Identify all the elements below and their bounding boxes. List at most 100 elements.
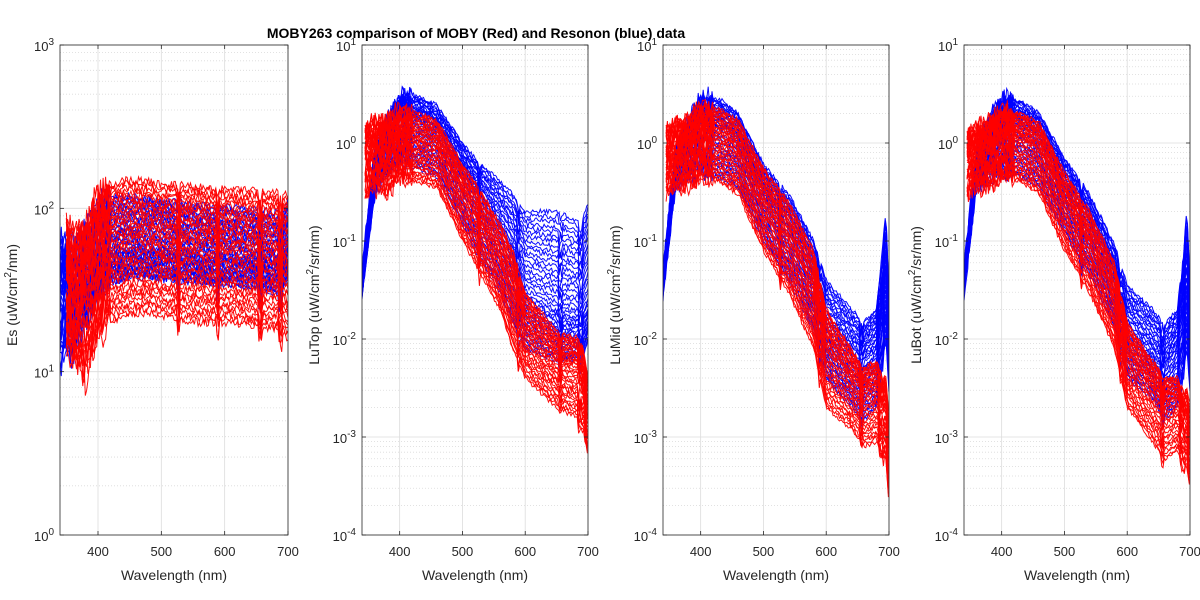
x-tick-label: 600	[815, 544, 837, 559]
moby-series-line	[966, 103, 1190, 405]
y-tick-exponent: 3	[48, 37, 54, 48]
moby-series-line	[966, 145, 1190, 462]
panel-lutop: 400 500 600 70010-410-310-210-1100101Wavele…	[305, 37, 599, 583]
y-tick-exponent: 1	[952, 37, 958, 48]
y-axis-label: LuMid (uW/cm2/sr/nm)	[606, 225, 623, 364]
y-tick-label: 10-1	[333, 233, 357, 250]
moby-series-line	[65, 181, 288, 253]
resonon-series-line	[60, 188, 288, 261]
y-tick-exponent: 0	[952, 135, 958, 146]
resonon-series-line	[964, 91, 1190, 339]
y-tick-base: 10	[634, 431, 648, 446]
y-tick-base: 10	[34, 39, 48, 54]
axes-box	[59, 44, 289, 536]
moby-series-line	[966, 134, 1190, 446]
x-tick-label: 400	[690, 544, 712, 559]
axes-box	[662, 44, 890, 536]
moby-series-line	[966, 142, 1190, 456]
x-axis-label: Wavelength (nm)	[723, 567, 829, 583]
x-tick-label: 700	[277, 544, 299, 559]
y-tick-label: 10-2	[634, 331, 658, 348]
figure-title: MOBY263 comparison of MOBY (Red) and Res…	[267, 25, 685, 41]
y-tick-exponent: -3	[949, 429, 958, 440]
y-tick-label: 10-4	[333, 527, 357, 544]
y-axis-label: Es (uW/cm2/nm)	[3, 244, 20, 346]
moby-series-line	[665, 161, 889, 484]
y-tick-base: 10	[333, 235, 347, 250]
moby-series-line	[65, 174, 288, 239]
y-tick-label: 101	[336, 37, 356, 54]
x-tick-label: 500	[1054, 544, 1076, 559]
moby-series-line	[966, 163, 1190, 475]
resonon-series-line	[362, 85, 588, 277]
moby-series-line	[966, 107, 1190, 412]
y-tick-base: 10	[938, 137, 952, 152]
y-tick-exponent: -4	[949, 527, 958, 538]
y-tick-label: 10-1	[634, 233, 658, 250]
y-tick-label: 100	[637, 135, 657, 152]
moby-series-line	[665, 127, 889, 449]
x-tick-label: 700	[1179, 544, 1200, 559]
y-tick-base: 10	[34, 202, 48, 217]
y-tick-label: 10-4	[935, 527, 959, 544]
axes-box	[361, 44, 589, 536]
y-tick-label: 10-4	[634, 527, 658, 544]
resonon-series-line	[362, 88, 588, 276]
y-tick-exponent: -3	[648, 429, 657, 440]
y-tick-base: 10	[333, 333, 347, 348]
x-tick-label: 600	[214, 544, 236, 559]
y-tick-exponent: 1	[651, 37, 657, 48]
y-tick-label: 10-3	[634, 429, 658, 446]
y-tick-label: 101	[34, 364, 54, 381]
x-tick-label: 500	[753, 544, 775, 559]
x-tick-label: 400	[87, 544, 109, 559]
series-lines	[60, 174, 288, 396]
x-tick-label: 600	[1116, 544, 1138, 559]
y-tick-base: 10	[938, 39, 952, 54]
y-tick-label: 102	[34, 200, 54, 217]
moby-series-line	[364, 101, 588, 376]
y-tick-exponent: 1	[48, 364, 54, 375]
series-lines	[663, 86, 889, 498]
x-tick-label: 700	[878, 544, 900, 559]
y-tick-label: 10-3	[935, 429, 959, 446]
y-tick-label: 101	[637, 37, 657, 54]
y-tick-label: 10-2	[935, 331, 959, 348]
moby-series-line	[966, 157, 1190, 471]
x-axis-label: Wavelength (nm)	[121, 567, 227, 583]
y-tick-base: 10	[34, 529, 48, 544]
moby-series-line	[665, 151, 889, 474]
y-tick-label: 100	[34, 527, 54, 544]
moby-series-line	[364, 110, 588, 384]
y-tick-exponent: -3	[347, 429, 356, 440]
y-tick-label: 10-1	[935, 233, 959, 250]
x-tick-label: 600	[514, 544, 536, 559]
y-axis-label-tail: /sr/nm)	[306, 225, 322, 269]
series-lines	[362, 85, 588, 454]
y-tick-exponent: 0	[651, 135, 657, 146]
moby-series-line	[966, 113, 1190, 419]
panel-lumid: 400 500 600 70010-410-310-210-1100101Wavele…	[606, 37, 900, 583]
x-tick-label: 500	[150, 544, 172, 559]
y-tick-base: 10	[935, 235, 949, 250]
x-tick-label: 500	[452, 544, 474, 559]
y-tick-label: 10-2	[333, 331, 357, 348]
y-tick-exponent: -1	[648, 233, 657, 244]
y-tick-exponent: -2	[648, 331, 657, 342]
y-tick-label: 100	[336, 135, 356, 152]
y-tick-exponent: -4	[347, 527, 356, 538]
y-axis-label-superscript: 2	[305, 268, 316, 274]
resonon-series-line	[663, 94, 889, 348]
y-axis-label-superscript: 2	[606, 268, 617, 274]
y-tick-base: 10	[637, 39, 651, 54]
y-tick-label: 10-3	[333, 429, 357, 446]
moby-series-line	[966, 159, 1190, 472]
y-axis-label: LuBot (uW/cm2/sr/nm)	[907, 226, 924, 364]
y-tick-base: 10	[34, 366, 48, 381]
y-axis-label: LuTop (uW/cm2/sr/nm)	[305, 225, 322, 364]
y-tick-base: 10	[935, 333, 949, 348]
resonon-series-line	[362, 92, 588, 276]
y-tick-base: 10	[637, 137, 651, 152]
